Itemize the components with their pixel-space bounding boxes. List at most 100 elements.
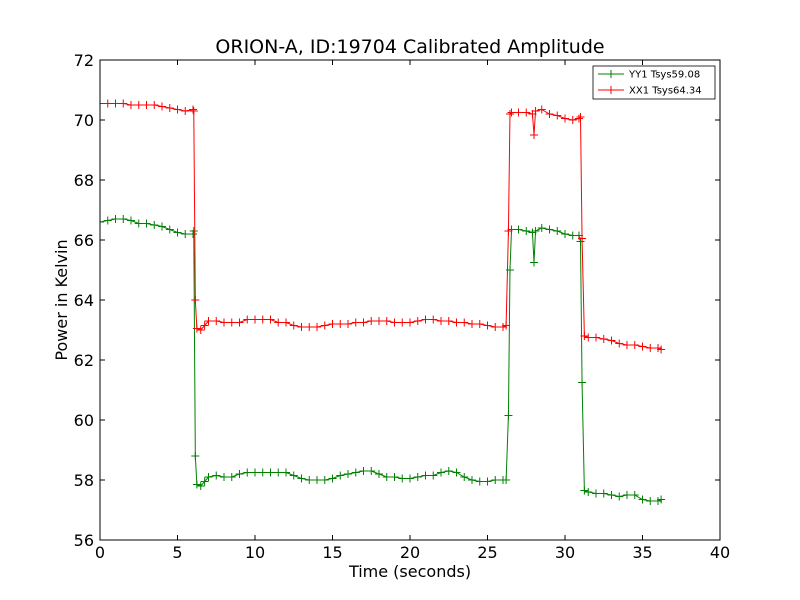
- data-point-xx1: [475, 320, 484, 328]
- data-point-xx1: [483, 321, 492, 330]
- data-point-xx1: [297, 323, 306, 331]
- data-point-xx1: [460, 318, 469, 327]
- data-point-xx1: [382, 317, 391, 325]
- data-point-xx1: [235, 318, 244, 327]
- data-point-yy1: [127, 216, 135, 225]
- x-tick-label: 10: [245, 543, 265, 562]
- data-point-xx1: [266, 315, 275, 324]
- data-point-yy1: [502, 476, 511, 484]
- data-point-xx1: [531, 107, 540, 115]
- data-point-xx1: [251, 315, 259, 324]
- data-point-yy1: [274, 468, 283, 477]
- data-point-yy1: [584, 488, 593, 496]
- series-layer: [100, 99, 666, 505]
- x-tick-label: 35: [632, 543, 652, 562]
- data-point-xx1: [189, 107, 198, 115]
- data-point-xx1: [189, 105, 197, 114]
- data-point-yy1: [282, 468, 290, 477]
- data-point-yy1: [305, 476, 314, 484]
- data-point-yy1: [460, 473, 469, 481]
- data-point-yy1: [630, 491, 639, 499]
- data-point-xx1: [142, 101, 151, 109]
- data-point-xx1: [574, 114, 583, 123]
- data-point-yy1: [313, 476, 321, 484]
- data-point-xx1: [623, 341, 631, 349]
- data-point-yy1: [646, 497, 655, 505]
- data-point-xx1: [258, 315, 267, 324]
- data-point-xx1: [305, 323, 314, 331]
- y-tick-label: 56: [74, 531, 94, 550]
- data-point-xx1: [351, 318, 360, 327]
- data-point-xx1: [421, 315, 430, 324]
- data-point-xx1: [212, 317, 221, 325]
- data-point-yy1: [328, 474, 337, 483]
- data-point-xx1: [502, 321, 511, 330]
- data-point-yy1: [165, 225, 174, 234]
- data-point-xx1: [111, 99, 120, 108]
- data-point-xx1: [344, 320, 352, 328]
- data-point-yy1: [537, 224, 546, 232]
- data-point-yy1: [220, 473, 228, 481]
- data-point-xx1: [413, 317, 422, 325]
- data-point-yy1: [266, 468, 275, 477]
- data-point-xx1: [227, 318, 236, 327]
- data-point-yy1: [100, 218, 104, 226]
- data-point-xx1: [646, 344, 655, 352]
- chart-title: ORION-A, ID:19704 Calibrated Amplitude: [215, 36, 604, 58]
- data-point-xx1: [553, 111, 562, 120]
- data-point-xx1: [584, 333, 593, 342]
- data-point-xx1: [336, 320, 345, 328]
- data-point-xx1: [599, 335, 608, 343]
- data-point-xx1: [289, 321, 298, 330]
- data-point-yy1: [545, 225, 554, 234]
- series-yy1: [100, 215, 666, 505]
- legend-box: [592, 65, 716, 100]
- data-point-yy1: [351, 468, 360, 477]
- data-point-xx1: [561, 114, 569, 123]
- data-point-yy1: [578, 378, 587, 387]
- y-tick-label: 58: [74, 471, 94, 490]
- data-point-xx1: [592, 333, 600, 342]
- data-point-xx1: [359, 318, 368, 327]
- data-point-yy1: [258, 468, 267, 477]
- data-point-yy1: [297, 474, 306, 483]
- data-point-xx1: [406, 318, 414, 327]
- data-point-xx1: [103, 99, 112, 108]
- data-point-yy1: [200, 477, 209, 486]
- data-point-xx1: [127, 101, 135, 109]
- data-point-yy1: [204, 473, 213, 481]
- data-point-xx1: [390, 318, 399, 327]
- data-point-yy1: [390, 473, 399, 481]
- x-axis-label: Time (seconds): [348, 562, 471, 581]
- data-point-yy1: [657, 495, 666, 504]
- data-point-yy1: [561, 230, 569, 238]
- data-point-xx1: [580, 332, 589, 340]
- data-point-yy1: [398, 474, 407, 483]
- data-point-yy1: [531, 227, 540, 235]
- data-point-yy1: [421, 471, 430, 480]
- data-point-xx1: [522, 108, 531, 117]
- data-point-xx1: [452, 318, 461, 327]
- data-point-xx1: [491, 323, 500, 331]
- data-point-xx1: [191, 296, 200, 304]
- data-point-yy1: [599, 489, 608, 498]
- data-point-xx1: [505, 110, 514, 118]
- legend-entry-xx1: XX1 Tsys64.34: [598, 86, 702, 97]
- data-point-yy1: [413, 473, 422, 481]
- data-point-yy1: [491, 476, 500, 484]
- data-point-xx1: [243, 315, 252, 324]
- data-point-xx1: [545, 110, 554, 118]
- data-point-xx1: [367, 317, 376, 325]
- data-point-xx1: [630, 341, 639, 349]
- data-point-xx1: [173, 105, 182, 114]
- data-point-yy1: [227, 473, 236, 481]
- data-point-yy1: [173, 228, 182, 237]
- data-point-yy1: [181, 230, 190, 238]
- data-point-yy1: [192, 480, 201, 489]
- data-point-xx1: [507, 108, 516, 117]
- data-point-yy1: [142, 219, 151, 228]
- data-point-xx1: [134, 101, 143, 109]
- data-point-yy1: [158, 222, 166, 231]
